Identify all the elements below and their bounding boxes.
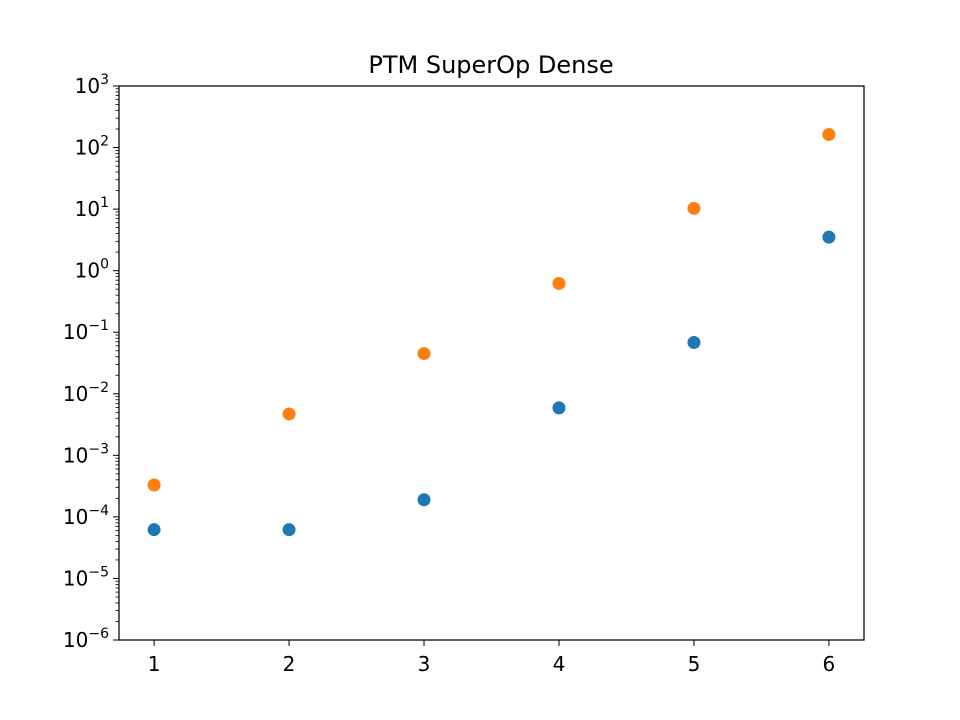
data-point	[417, 347, 431, 361]
data-point	[687, 201, 701, 215]
y-tick-label: 101	[75, 195, 109, 221]
data-point	[687, 336, 701, 350]
y-tick-label: 10−1	[63, 318, 109, 344]
data-point	[147, 523, 161, 537]
y-tick-label: 102	[75, 134, 109, 160]
y-tick-label: 10−6	[63, 626, 109, 652]
x-tick-label: 3	[418, 652, 431, 676]
y-tick-label: 10−5	[63, 564, 109, 590]
y-tick-label: 103	[75, 72, 109, 98]
data-point	[822, 127, 836, 141]
data-point	[822, 230, 836, 244]
plot-marks: 1 2 3 4 5 6 10−6 10−5 10−4 10−3 10−2 10−1 100 101 102 1…	[63, 72, 836, 676]
x-tick-label: 1	[148, 652, 161, 676]
x-tick-label: 6	[823, 652, 836, 676]
plot-frame	[118, 85, 865, 641]
x-tick-label: 2	[283, 652, 296, 676]
y-tick-label: 10−4	[63, 503, 109, 529]
y-tick-label: 100	[75, 257, 109, 283]
x-tick-label: 5	[688, 652, 701, 676]
data-point	[282, 407, 296, 421]
data-point	[552, 276, 566, 290]
y-tick-label: 10−2	[63, 380, 109, 406]
y-tick-label: 10−3	[63, 441, 109, 467]
chart-title: PTM SuperOp Dense	[368, 51, 613, 79]
data-point	[282, 523, 296, 537]
data-point	[552, 401, 566, 415]
data-point	[147, 478, 161, 492]
x-tick-label: 4	[553, 652, 566, 676]
data-point	[417, 493, 431, 507]
